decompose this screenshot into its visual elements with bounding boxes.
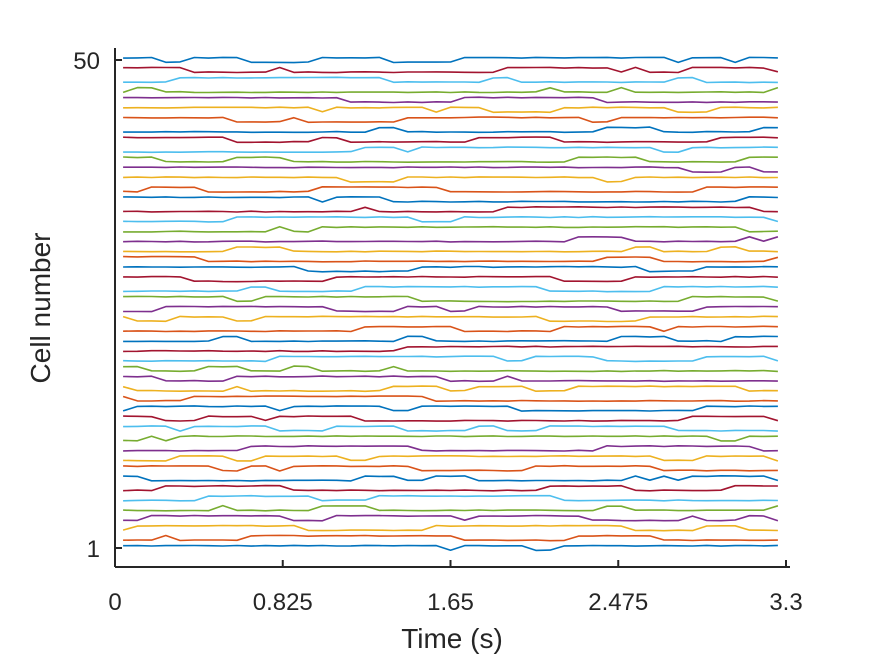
- cell-trace-29: [123, 267, 778, 272]
- x-tick-label: 3.3: [769, 589, 802, 616]
- cell-trace-16: [123, 396, 778, 401]
- x-tick-label: 2.475: [588, 589, 648, 616]
- cell-trace-8: [123, 476, 778, 481]
- cell-trace-41: [123, 147, 778, 152]
- x-tick-label: 0.825: [253, 589, 313, 616]
- cell-trace-48: [123, 77, 778, 82]
- cell-trace-20: [123, 356, 778, 361]
- cell-trace-39: [123, 167, 778, 172]
- cell-trace-25: [123, 306, 778, 311]
- cell-trace-3: [123, 526, 778, 531]
- cell-trace-43: [123, 127, 778, 132]
- cell-trace-26: [123, 296, 778, 301]
- cell-trace-5: [123, 506, 778, 511]
- x-axis-title: Time (s): [401, 623, 503, 654]
- cell-trace-17: [123, 386, 778, 391]
- cell-trace-24: [123, 316, 778, 321]
- cell-trace-2: [123, 535, 778, 540]
- cell-trace-30: [123, 257, 778, 262]
- cell-trace-31: [123, 247, 778, 252]
- cell-trace-33: [123, 227, 778, 232]
- cell-trace-38: [123, 177, 778, 182]
- cell-trace-22: [123, 336, 778, 341]
- cell-trace-13: [123, 426, 778, 431]
- cell-trace-18: [123, 376, 778, 381]
- cell-trace-28: [123, 277, 778, 282]
- cell-trace-19: [123, 366, 778, 371]
- cell-trace-7: [123, 486, 778, 491]
- cell-trace-42: [123, 137, 778, 142]
- cell-trace-27: [123, 286, 778, 291]
- cell-trace-10: [123, 456, 778, 461]
- cell-trace-6: [123, 496, 778, 501]
- x-tick-label: 1.65: [427, 589, 474, 616]
- cell-trace-21: [123, 346, 778, 351]
- cell-trace-14: [123, 416, 778, 421]
- cell-trace-11: [123, 446, 778, 451]
- cell-trace-32: [123, 237, 778, 242]
- cell-trace-9: [123, 466, 778, 471]
- x-ticks: 0 0.825 1.65 2.475 3.3: [108, 560, 802, 616]
- cell-trace-1: [123, 545, 778, 550]
- cell-trace-47: [123, 88, 778, 93]
- cell-trace-35: [123, 207, 778, 212]
- cell-trace-46: [123, 97, 778, 102]
- cell-trace-15: [123, 406, 778, 411]
- cell-trace-49: [123, 67, 778, 72]
- traces-group: [123, 57, 778, 550]
- cell-trace-44: [123, 117, 778, 122]
- cell-trace-34: [123, 217, 778, 222]
- cell-trace-40: [123, 157, 778, 162]
- cell-trace-36: [123, 197, 778, 202]
- cell-trace-37: [123, 187, 778, 192]
- cell-trace-50: [123, 57, 778, 62]
- cell-trace-45: [123, 107, 778, 112]
- cell-trace-12: [123, 436, 778, 441]
- cell-trace-4: [123, 516, 778, 521]
- y-tick-label: 1: [87, 536, 100, 563]
- y-axis-title: Cell number: [25, 233, 56, 384]
- y-tick-label: 50: [73, 48, 100, 75]
- x-tick-label: 0: [108, 589, 121, 616]
- cell-trace-23: [123, 326, 778, 331]
